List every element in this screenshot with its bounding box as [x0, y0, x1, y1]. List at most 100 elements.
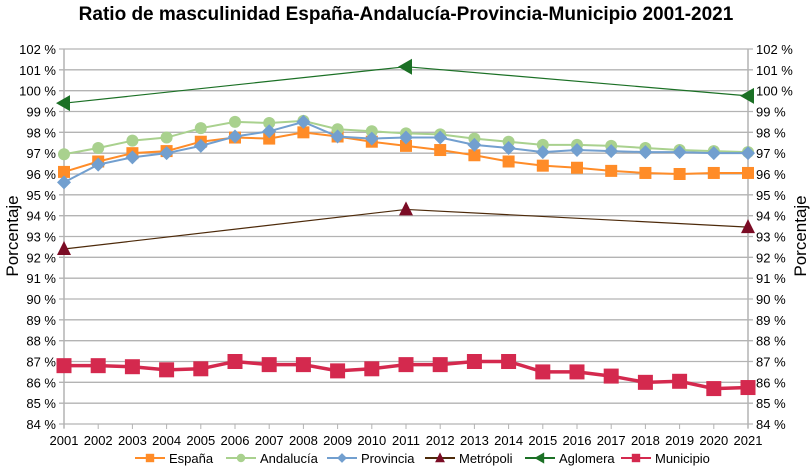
y-tick-label-left: 86 %	[26, 375, 56, 390]
legend-marker	[337, 453, 347, 463]
data-point	[124, 359, 140, 375]
data-point	[637, 374, 653, 390]
x-tick-label: 2001	[50, 433, 79, 448]
legend-item: Provincia	[327, 451, 415, 466]
data-point	[741, 219, 755, 234]
y-tick-label-right: 94 %	[756, 209, 786, 224]
data-point	[535, 145, 550, 160]
y-tick-label-right: 93 %	[756, 230, 786, 245]
x-tick-label: 2021	[734, 433, 763, 448]
data-point	[296, 114, 311, 129]
data-point	[398, 58, 412, 75]
data-point	[261, 357, 277, 373]
data-point	[706, 146, 721, 161]
y-tick-label-left: 92 %	[26, 250, 56, 265]
data-point	[434, 144, 447, 157]
legend-label: Municipio	[655, 451, 710, 466]
legend-item: Andalucía	[226, 451, 319, 466]
data-point	[501, 140, 516, 155]
x-tick-label: 2014	[494, 433, 523, 448]
y-tick-label-right: 86 %	[756, 375, 786, 390]
series-line	[63, 66, 749, 104]
legend-marker	[631, 453, 641, 463]
y-tick-label-left: 102 %	[19, 42, 56, 57]
data-point	[159, 362, 175, 378]
x-tick-label: 2020	[699, 433, 728, 448]
data-point	[433, 130, 448, 145]
data-point	[570, 143, 584, 158]
data-point	[399, 201, 413, 216]
y-axis-title-right: Porcentaje	[791, 195, 810, 276]
data-point	[193, 361, 209, 377]
x-tick-label: 2004	[152, 433, 181, 448]
legend-item: España	[135, 451, 214, 466]
data-point	[92, 141, 105, 154]
data-point	[740, 87, 754, 104]
data-point	[432, 357, 448, 373]
y-axis-title-left: Porcentaje	[3, 195, 22, 276]
y-tick-label-left: 90 %	[26, 292, 56, 307]
x-tick-label: 2017	[597, 433, 626, 448]
y-tick-label-left: 99 %	[26, 105, 56, 120]
data-point	[535, 364, 551, 380]
legend-marker	[145, 453, 155, 463]
data-point	[569, 364, 585, 380]
data-point	[398, 357, 414, 373]
y-tick-label-right: 91 %	[756, 271, 786, 286]
data-point	[365, 125, 378, 138]
x-tick-label: 2006	[221, 433, 250, 448]
y-tick-label-right: 87 %	[756, 355, 786, 370]
data-point	[364, 361, 380, 377]
data-point	[639, 166, 652, 179]
data-point	[707, 166, 720, 179]
x-tick-label: 2012	[426, 433, 455, 448]
data-point	[263, 132, 276, 145]
data-point	[502, 155, 515, 168]
x-tick-label: 2018	[631, 433, 660, 448]
data-point	[56, 358, 72, 374]
y-tick-label-right: 95 %	[756, 188, 786, 203]
y-tick-label-right: 84 %	[756, 417, 786, 432]
y-tick-label-left: 88 %	[26, 334, 56, 349]
data-point	[330, 129, 345, 144]
x-tick-label: 2016	[563, 433, 592, 448]
y-tick-label-left: 89 %	[26, 313, 56, 328]
data-point	[159, 146, 174, 161]
data-point	[297, 126, 310, 139]
series-provincia	[57, 114, 755, 190]
data-point	[466, 354, 482, 369]
legend-marker	[236, 453, 246, 463]
data-point	[194, 122, 207, 135]
y-tick-label-left: 91 %	[26, 271, 56, 286]
axes: 84 % 84 % 85 % 85 % 86 % 86 % 87 % 87 % 88 % 88 %…	[19, 42, 793, 448]
y-tick-label-right: 97 %	[756, 146, 786, 161]
chart-title: Ratio de masculinidad España-Andalucía-P…	[78, 4, 734, 25]
legend-marker	[435, 452, 445, 463]
x-tick-label: 2007	[255, 433, 284, 448]
y-tick-label-left: 98 %	[26, 125, 56, 140]
data-point	[57, 175, 71, 190]
data-point	[399, 130, 413, 145]
data-point	[263, 116, 276, 129]
data-point	[330, 363, 346, 379]
legend-label: Provincia	[361, 451, 415, 466]
data-point	[227, 354, 243, 369]
data-point	[228, 129, 242, 144]
x-tick-label: 2013	[460, 433, 489, 448]
data-point	[468, 149, 481, 162]
data-point	[501, 354, 517, 369]
legend-item: Municipio	[621, 451, 710, 466]
y-tick-label-left: 93 %	[26, 230, 56, 245]
y-tick-label-right: 100 %	[756, 84, 793, 99]
data-point	[58, 148, 70, 161]
data-point	[740, 380, 756, 396]
y-tick-label-right: 85 %	[756, 396, 786, 411]
data-point	[605, 164, 618, 177]
x-tick-label: 2011	[392, 433, 420, 448]
legend-marker	[534, 452, 545, 464]
data-point	[604, 144, 619, 159]
data-point	[741, 146, 755, 161]
data-point	[90, 358, 106, 374]
